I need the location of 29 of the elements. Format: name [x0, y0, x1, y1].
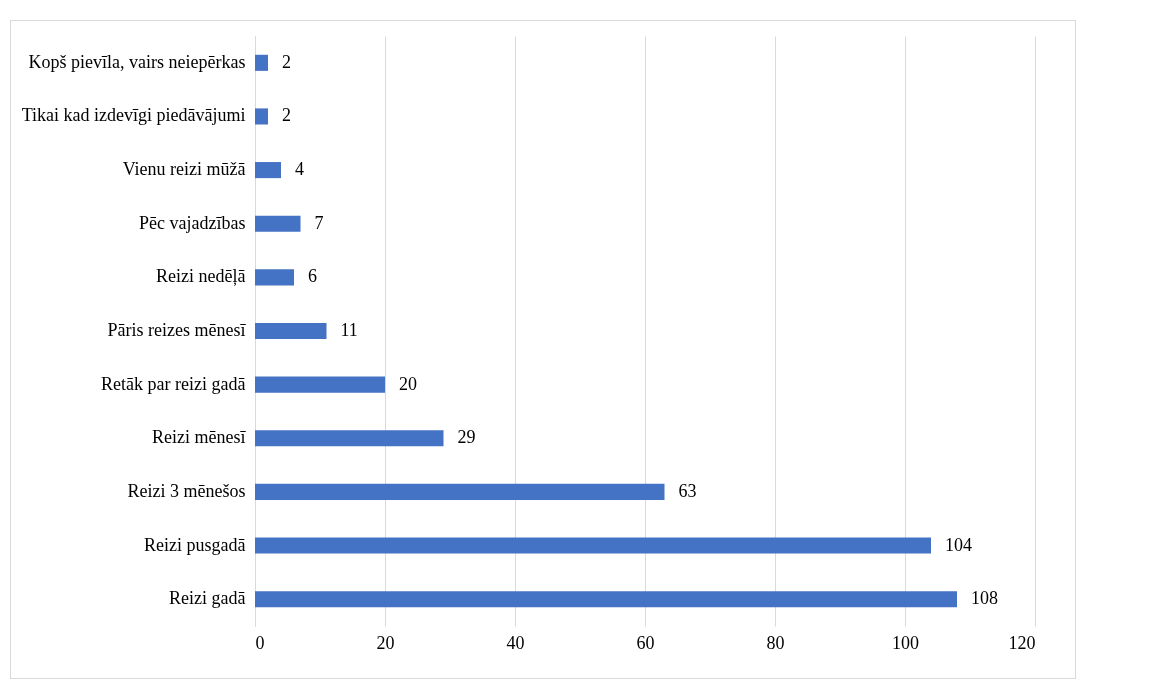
x-tick-label: 20	[376, 632, 395, 653]
data-label: 63	[678, 480, 697, 501]
data-label: 104	[945, 534, 972, 555]
x-tick-label: 40	[506, 632, 525, 653]
y-tick-label: Kopš pievīla, vairs neiepērkas	[28, 51, 246, 72]
y-tick-label: Pēc vajadzības	[139, 212, 246, 233]
x-tick-label: 100	[892, 632, 919, 653]
x-tick-label: 0	[255, 632, 265, 653]
data-label: 29	[457, 427, 476, 448]
data-label: 11	[340, 320, 358, 340]
data-label: 2	[282, 51, 291, 72]
y-tick-label: Reizi mēnesī	[152, 427, 247, 448]
data-label: 2	[282, 105, 291, 126]
data-label: 108	[971, 588, 998, 609]
y-tick-label: Vienu reizi mūžā	[122, 159, 246, 180]
x-tick-label: 80	[766, 632, 785, 653]
data-label: 20	[399, 373, 417, 394]
x-tick-label: 120	[1008, 632, 1036, 653]
y-tick-label: Pāris reizes mēnesī	[107, 320, 247, 340]
data-label: 4	[295, 159, 304, 180]
x-tick-label: 60	[636, 632, 655, 653]
data-label: 7	[314, 212, 324, 233]
y-tick-label: Reizi nedēļā	[156, 266, 246, 287]
y-tick-label: Reizi 3 mēnešos	[127, 480, 246, 501]
y-tick-label: Retāk par reizi gadā	[101, 373, 246, 394]
data-label: 6	[308, 266, 317, 287]
y-tick-label: Reizi pusgadā	[144, 534, 246, 555]
y-tick-label: Tikai kad izdevīgi piedāvājumi	[21, 105, 246, 126]
y-tick-label: Reizi gadā	[169, 588, 246, 609]
